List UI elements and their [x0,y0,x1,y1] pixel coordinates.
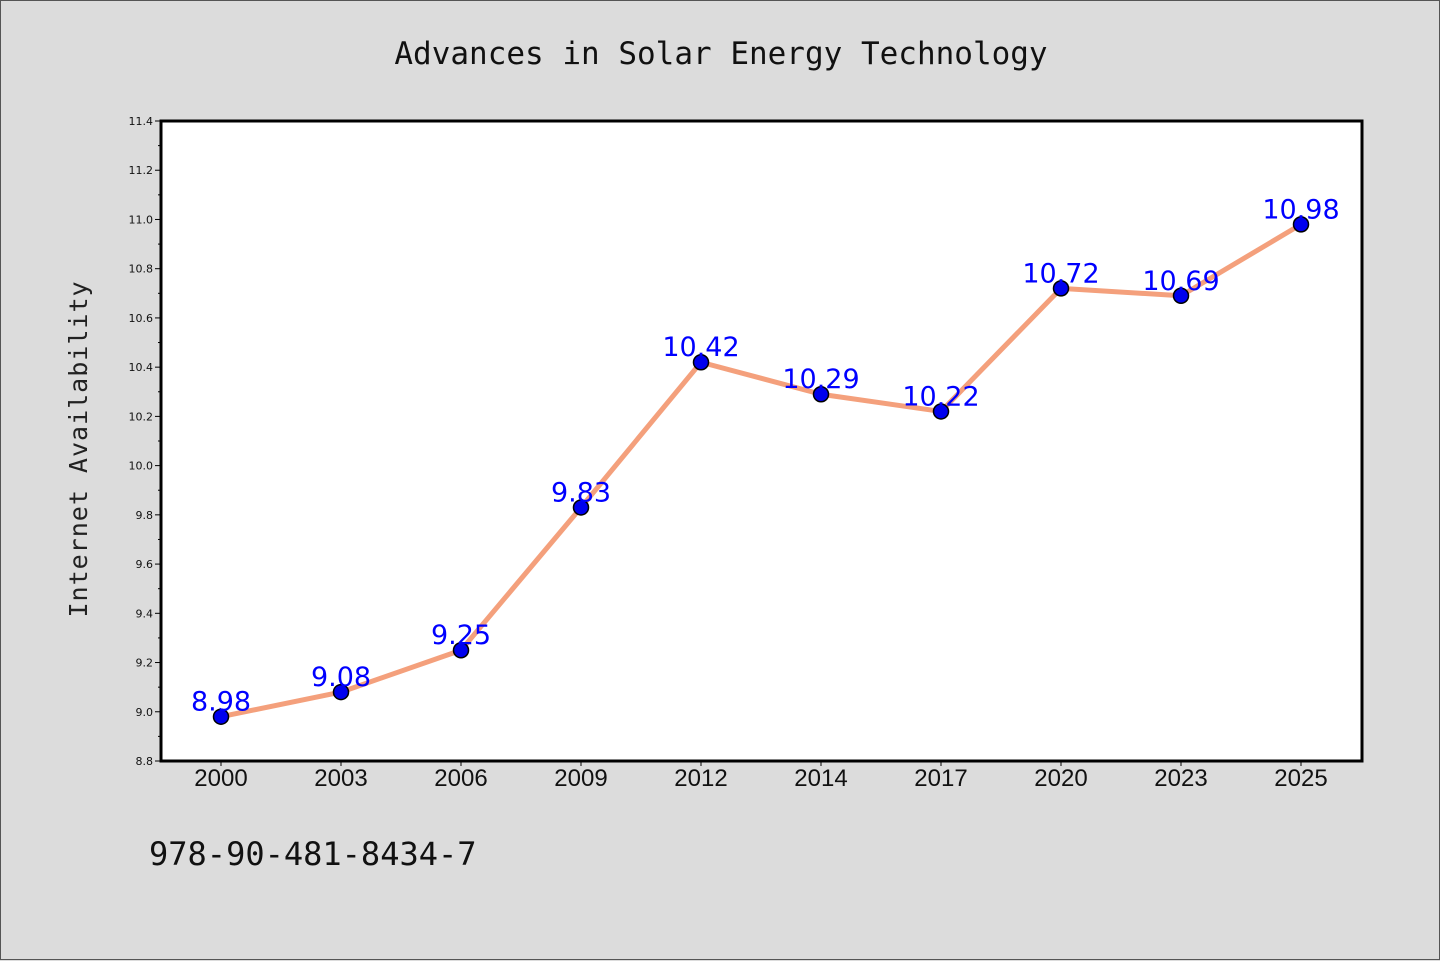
y-tick-label: 11.4 [129,115,154,128]
y-tick-label: 11.0 [129,213,154,226]
y-tick-label: 9.6 [136,558,154,571]
y-tick-label: 10.2 [129,410,154,423]
series-line [218,221,1304,720]
data-point-marker [1292,216,1310,233]
data-point-marker [212,708,230,725]
data-label: 9.25 [431,620,491,651]
data-label-group: 8.98 9.08 9.25 9.83 10.42 10.29 10.22 10.72 10.6… [191,194,1340,717]
x-tick-label: 2014 [794,765,847,792]
x-tick-label: 2006 [434,765,487,792]
data-label: 9.83 [551,477,611,508]
x-tick-label: 2017 [914,765,967,792]
data-label: 8.98 [191,687,251,718]
y-axis: 8.8 9.0 9.2 9.4 9.6 9.8 10.0 10.2 10.4 10.6 10.8 11… [129,115,161,768]
x-tick-label: 2000 [194,765,247,792]
x-tick-label: 2023 [1154,765,1207,792]
y-tick-label: 10.6 [129,312,154,325]
x-axis: 2000 2003 2006 2009 2012 2014 2017 2020 2023 2025 [194,761,1328,792]
data-label: 10.72 [1022,258,1099,289]
chart-title: Advances in Solar Energy Technology [394,36,1047,72]
y-tick-label: 10.4 [129,361,154,374]
data-point-marker [332,683,350,701]
x-tick-label: 2025 [1274,765,1327,792]
y-tick-label: 10.0 [129,460,154,473]
x-tick-label: 2003 [314,765,367,792]
data-point-marker [812,385,830,403]
data-point-marker [1172,287,1190,305]
y-tick-label: 10.8 [129,263,154,276]
y-tick-label: 11.2 [129,164,154,177]
y-tick-label: 9.2 [136,657,154,670]
data-point-marker [572,499,590,516]
data-point-marker [932,403,950,420]
x-tick-label: 2009 [554,765,607,792]
y-tick-label: 9.0 [136,706,154,719]
plot-border [159,119,1364,763]
x-tick-label: 2012 [674,765,727,792]
series-line-group [218,221,1304,720]
y-tick-label: 8.8 [136,755,154,768]
x-tick-label: 2020 [1034,765,1087,792]
data-label: 10.98 [1262,194,1339,225]
marker-group [212,216,1310,725]
data-label: 10.69 [1142,266,1219,297]
data-point-marker [1052,280,1070,297]
isbn-text: 978-90-481-8434-7 [149,835,477,873]
data-label: 10.22 [902,381,979,412]
data-label: 10.42 [662,332,739,363]
data-label: 10.29 [782,364,859,395]
data-point-marker [452,641,470,659]
y-tick-label: 9.8 [136,509,154,522]
y-axis-label: Internet Availability [64,280,93,617]
plot-area [161,121,1362,761]
data-point-marker [692,353,710,371]
data-label: 9.08 [311,662,371,693]
y-tick-label: 9.4 [136,607,154,620]
